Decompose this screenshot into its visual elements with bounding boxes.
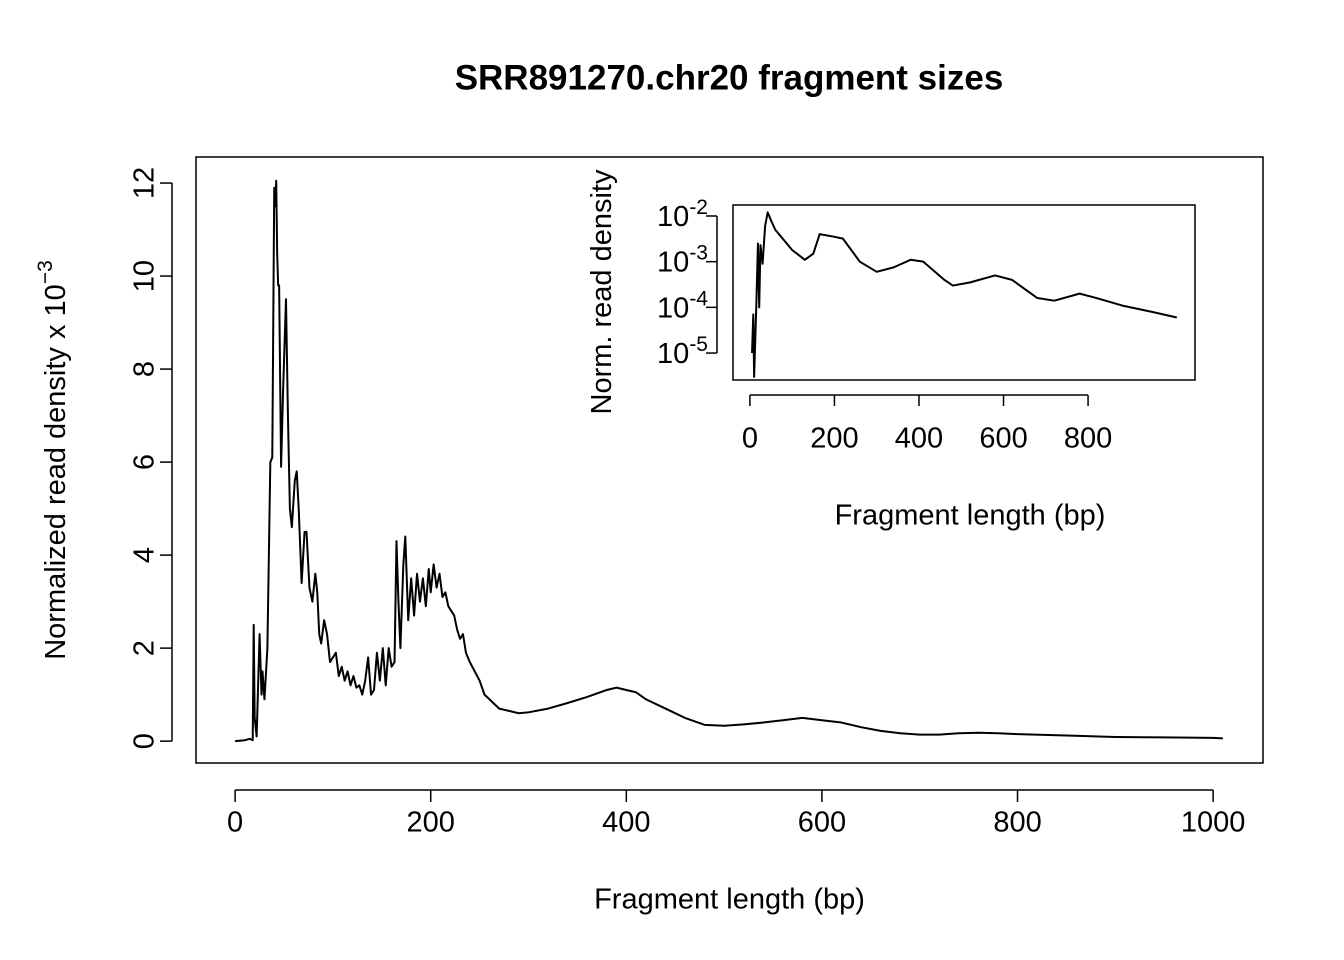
x-axis-title: Fragment length (bp) (594, 884, 865, 916)
plot-frame (732, 204, 1196, 381)
y-tick-label: 2 (129, 640, 161, 656)
y-tick-label: 4 (129, 547, 161, 563)
y-tick-exponent: -2 (689, 196, 708, 219)
y-tick-base: 10 (657, 201, 689, 233)
y-tick-label: 12 (129, 167, 161, 199)
y-tick-label: 10-3 (657, 242, 708, 279)
y-tick-base: 10 (657, 292, 689, 324)
y-axis-title: Norm. read density (586, 169, 618, 414)
y-tick-label: 0 (129, 733, 161, 749)
y-title-text: Normalized read density x 10 (40, 284, 72, 660)
plot-frame (195, 156, 1264, 764)
y-tick-label: 10 (129, 260, 161, 292)
y-title-exponent: −3 (34, 260, 57, 284)
y-tick-label: 10-5 (657, 333, 708, 370)
x-tick-label: 200 (810, 423, 858, 455)
y-tick-label: 8 (129, 361, 161, 377)
x-tick-label: 400 (895, 423, 943, 455)
y-axis-title: Normalized read density x 10−3 (34, 260, 72, 660)
y-tick-label: 6 (129, 454, 161, 470)
y-tick-base: 10 (657, 338, 689, 370)
y-tick-label: 10-4 (657, 287, 708, 324)
y-tick-exponent: -5 (689, 333, 708, 356)
y-tick-exponent: -3 (689, 242, 708, 265)
x-tick-label: 800 (993, 807, 1041, 839)
x-tick-label: 600 (798, 807, 846, 839)
x-tick-label: 600 (979, 423, 1027, 455)
y-tick-label: 10-2 (657, 196, 708, 233)
y-tick-base: 10 (657, 247, 689, 279)
chart-title: SRR891270.chr20 fragment sizes (455, 58, 1004, 97)
x-axis-title: Fragment length (bp) (835, 500, 1106, 532)
y-title-text: Norm. read density (586, 169, 618, 414)
x-tick-label: 0 (227, 807, 243, 839)
y-tick-exponent: -4 (689, 287, 708, 310)
data-line (235, 179, 1223, 743)
x-tick-label: 200 (407, 807, 455, 839)
x-tick-label: 1000 (1181, 807, 1246, 839)
x-tick-label: 800 (1064, 423, 1112, 455)
x-tick-label: 400 (602, 807, 650, 839)
x-tick-label: 0 (742, 423, 758, 455)
data-line (751, 211, 1178, 378)
